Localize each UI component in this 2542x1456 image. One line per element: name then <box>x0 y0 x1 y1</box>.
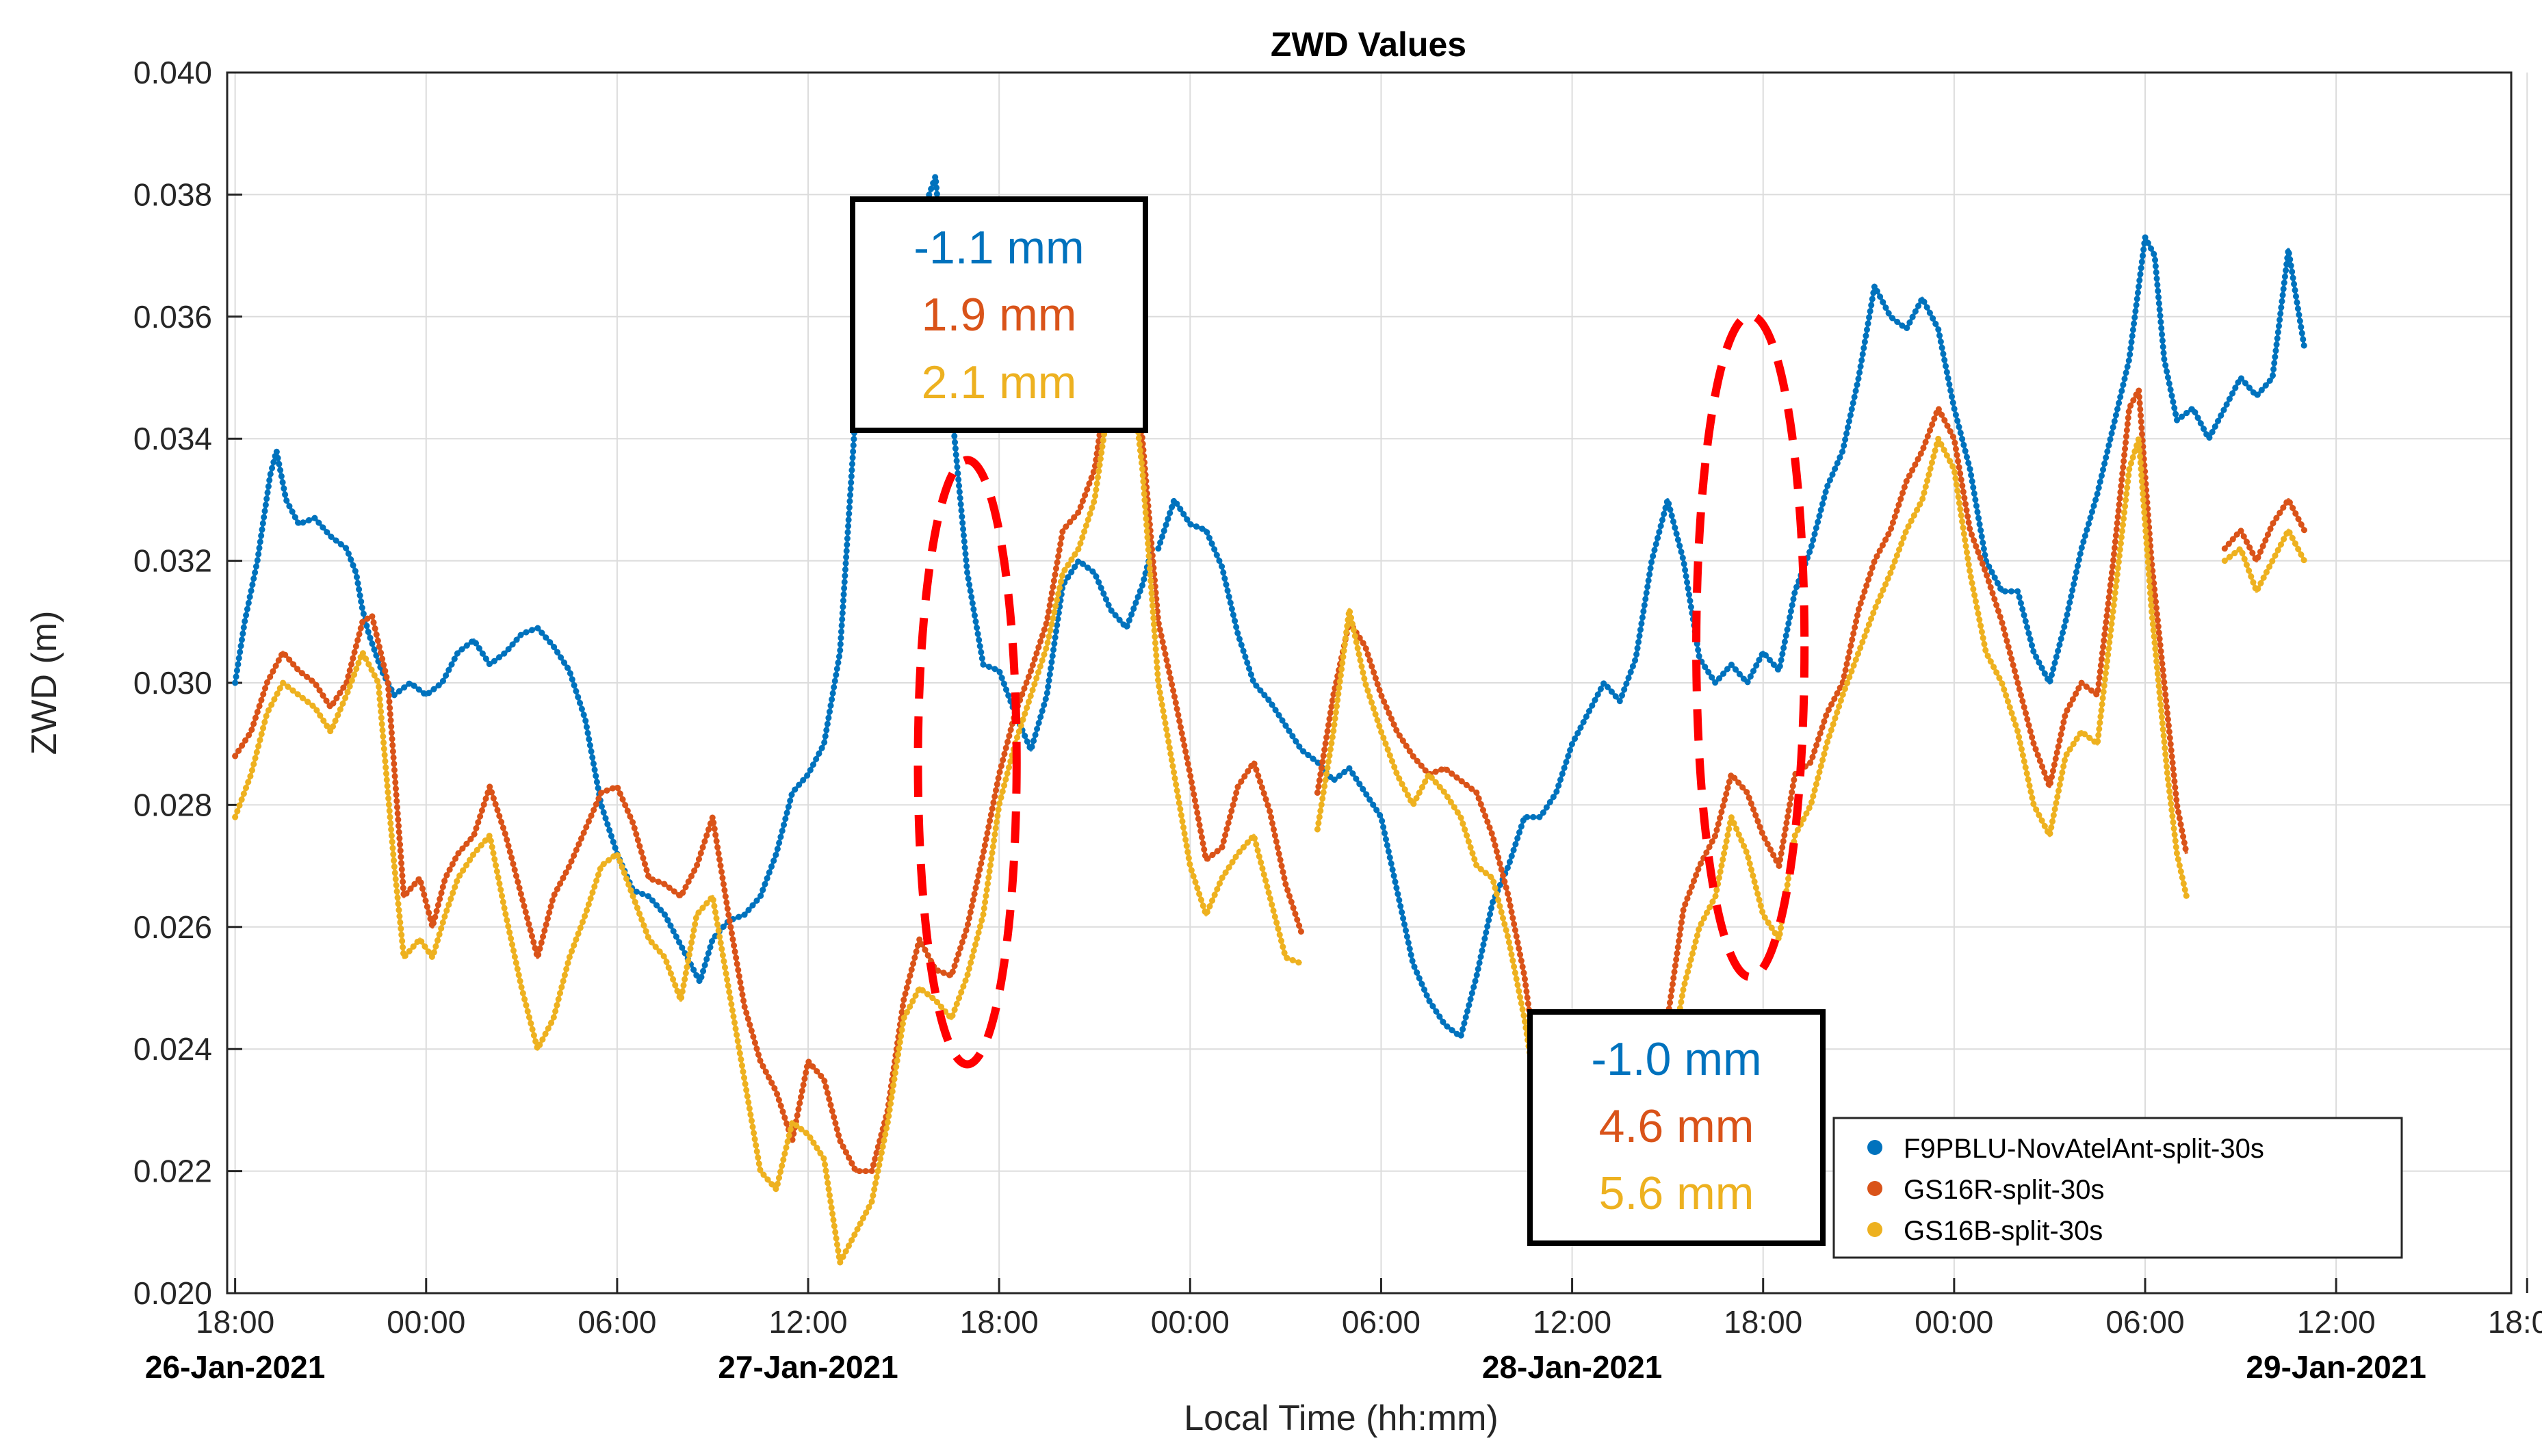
annotation-box-2-frame <box>1527 1009 1826 1246</box>
legend-marker-1 <box>1867 1181 1882 1196</box>
series-0 <box>232 173 2308 1040</box>
y-tick-label: 0.026 <box>133 909 212 945</box>
x-tick-label: 12:00 <box>2297 1304 2376 1340</box>
y-axis-title: ZWD (m) <box>25 611 64 755</box>
series-0-line-1 <box>1156 235 2307 1039</box>
series-0-line-0 <box>233 174 1154 984</box>
series-2-line-1 <box>1315 437 2188 1216</box>
x-tick-label: 00:00 <box>1151 1304 1230 1340</box>
legend-label-2: GS16B-split-30s <box>1904 1216 2103 1246</box>
highlight-ellipses <box>913 311 1809 1069</box>
series-1-line-2 <box>2223 497 2306 563</box>
annotation-box-1-frame <box>850 196 1148 433</box>
y-axis-ticks: 0.020 0.022 0.024 0.026 0.028 0.030 0.032 0.034… <box>133 55 242 1311</box>
y-tick-label: 0.030 <box>133 665 212 701</box>
x-date-label: 28-Jan-2021 <box>1482 1349 1662 1385</box>
x-date-label: 29-Jan-2021 <box>2246 1349 2426 1385</box>
y-tick-label: 0.028 <box>133 787 212 822</box>
annotation-2-line-2: 4.6 mm <box>1599 1100 1754 1152</box>
x-tick-label: 18:00 <box>1724 1304 1802 1340</box>
x-tick-label: 18:00 <box>2488 1304 2542 1340</box>
series-1-line-1 <box>1315 388 2188 1173</box>
y-tick-label: 0.022 <box>133 1154 212 1189</box>
x-tick-label: 18:00 <box>196 1304 274 1340</box>
y-tick-label: 0.024 <box>133 1031 212 1067</box>
legend: F9PBLU-NovAtelAnt-split-30s GS16R-split-… <box>1832 1117 2403 1259</box>
x-axis-title: Local Time (hh:mm) <box>1184 1399 1498 1438</box>
series-2-line-2 <box>2223 528 2306 593</box>
x-tick-label: 06:00 <box>2105 1304 2184 1340</box>
highlight-ellipse-1 <box>1692 311 1809 981</box>
legend-label-1: GS16R-split-30s <box>1904 1175 2104 1205</box>
annotation-1-line-2: 1.9 mm <box>922 289 1077 341</box>
annotation-2-line-3: 5.6 mm <box>1599 1167 1754 1219</box>
x-date-label: 27-Jan-2021 <box>718 1349 898 1385</box>
chart-title: ZWD Values <box>1271 25 1466 64</box>
x-axis-ticks: 18:00 00:00 06:00 12:00 18:00 00:00 06:00 12:00… <box>145 1278 2542 1385</box>
legend-label-0: F9PBLU-NovAtelAnt-split-30s <box>1904 1134 2264 1164</box>
annotation-box-2: -1.0 mm 4.6 mm 5.6 mm <box>1527 1009 1826 1246</box>
legend-frame <box>1832 1117 2403 1259</box>
x-tick-label: 12:00 <box>1533 1304 1611 1340</box>
x-tick-label: 12:00 <box>768 1304 847 1340</box>
y-tick-label: 0.038 <box>133 177 212 212</box>
y-tick-label: 0.020 <box>133 1275 212 1311</box>
y-tick-label: 0.040 <box>133 55 212 90</box>
y-tick-label: 0.034 <box>133 421 212 456</box>
x-tick-label: 06:00 <box>1342 1304 1421 1340</box>
y-tick-label: 0.036 <box>133 299 212 335</box>
x-tick-label: 18:00 <box>960 1304 1039 1340</box>
annotation-1-line-1: -1.1 mm <box>913 222 1084 274</box>
x-tick-label: 06:00 <box>578 1304 656 1340</box>
legend-marker-0 <box>1867 1140 1882 1155</box>
x-tick-label: 00:00 <box>387 1304 465 1340</box>
x-date-label: 26-Jan-2021 <box>145 1349 325 1385</box>
x-tick-label: 00:00 <box>1915 1304 1993 1340</box>
y-tick-label: 0.032 <box>133 543 212 579</box>
annotation-box-1: -1.1 mm 1.9 mm 2.1 mm <box>850 196 1148 433</box>
annotation-1-line-3: 2.1 mm <box>922 356 1077 408</box>
legend-marker-2 <box>1867 1222 1882 1237</box>
highlight-ellipse-0 <box>913 456 1021 1069</box>
annotation-2-line-1: -1.0 mm <box>1591 1033 1761 1085</box>
